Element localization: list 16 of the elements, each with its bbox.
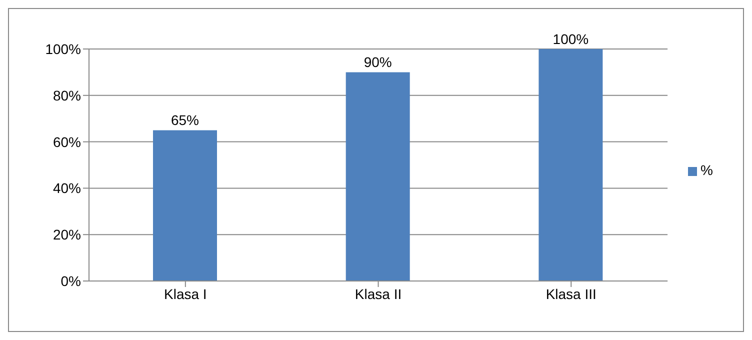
x-tick-label: Klasa II xyxy=(354,286,402,302)
x-tick-label: Klasa III xyxy=(546,286,596,302)
y-tick-label: 80% xyxy=(52,87,81,104)
y-tick-label: 40% xyxy=(52,180,81,196)
data-label: 100% xyxy=(552,31,589,47)
data-label: 90% xyxy=(364,54,392,70)
y-tick-label: 60% xyxy=(52,134,81,150)
y-tick-label: 100% xyxy=(45,40,81,57)
bar xyxy=(538,49,603,281)
data-label: 65% xyxy=(170,112,200,128)
x-tick-label: Klasa I xyxy=(164,286,207,302)
y-tick-label: 20% xyxy=(52,226,81,243)
bar xyxy=(346,72,410,281)
bar xyxy=(153,130,217,281)
y-tick-label: 0% xyxy=(60,272,81,289)
legend-label: % xyxy=(700,162,713,178)
